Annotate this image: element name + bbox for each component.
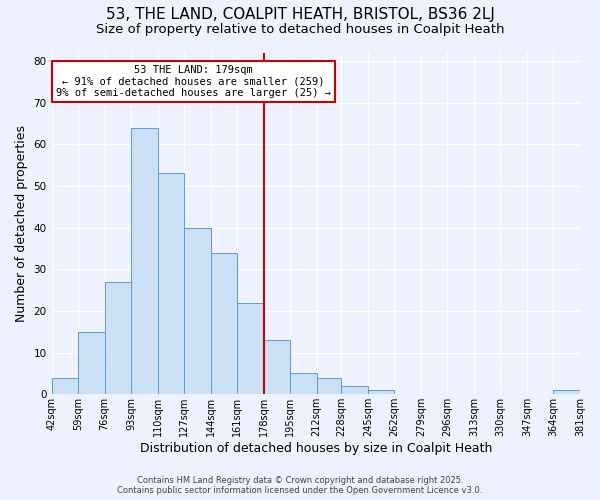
Text: Contains HM Land Registry data © Crown copyright and database right 2025.
Contai: Contains HM Land Registry data © Crown c… bbox=[118, 476, 482, 495]
Y-axis label: Number of detached properties: Number of detached properties bbox=[15, 125, 28, 322]
Text: 53 THE LAND: 179sqm
← 91% of detached houses are smaller (259)
9% of semi-detach: 53 THE LAND: 179sqm ← 91% of detached ho… bbox=[56, 65, 331, 98]
Bar bbox=[317, 378, 341, 394]
Bar bbox=[368, 390, 394, 394]
X-axis label: Distribution of detached houses by size in Coalpit Heath: Distribution of detached houses by size … bbox=[140, 442, 492, 455]
Bar bbox=[211, 252, 237, 394]
Bar bbox=[341, 386, 368, 394]
Bar bbox=[158, 174, 184, 394]
Bar bbox=[237, 302, 263, 394]
Bar bbox=[78, 332, 104, 394]
Bar bbox=[184, 228, 211, 394]
Bar bbox=[553, 390, 580, 394]
Bar bbox=[290, 374, 317, 394]
Bar bbox=[52, 378, 78, 394]
Bar bbox=[263, 340, 290, 394]
Bar bbox=[104, 282, 131, 395]
Bar bbox=[131, 128, 158, 394]
Text: 53, THE LAND, COALPIT HEATH, BRISTOL, BS36 2LJ: 53, THE LAND, COALPIT HEATH, BRISTOL, BS… bbox=[106, 8, 494, 22]
Text: Size of property relative to detached houses in Coalpit Heath: Size of property relative to detached ho… bbox=[96, 22, 504, 36]
